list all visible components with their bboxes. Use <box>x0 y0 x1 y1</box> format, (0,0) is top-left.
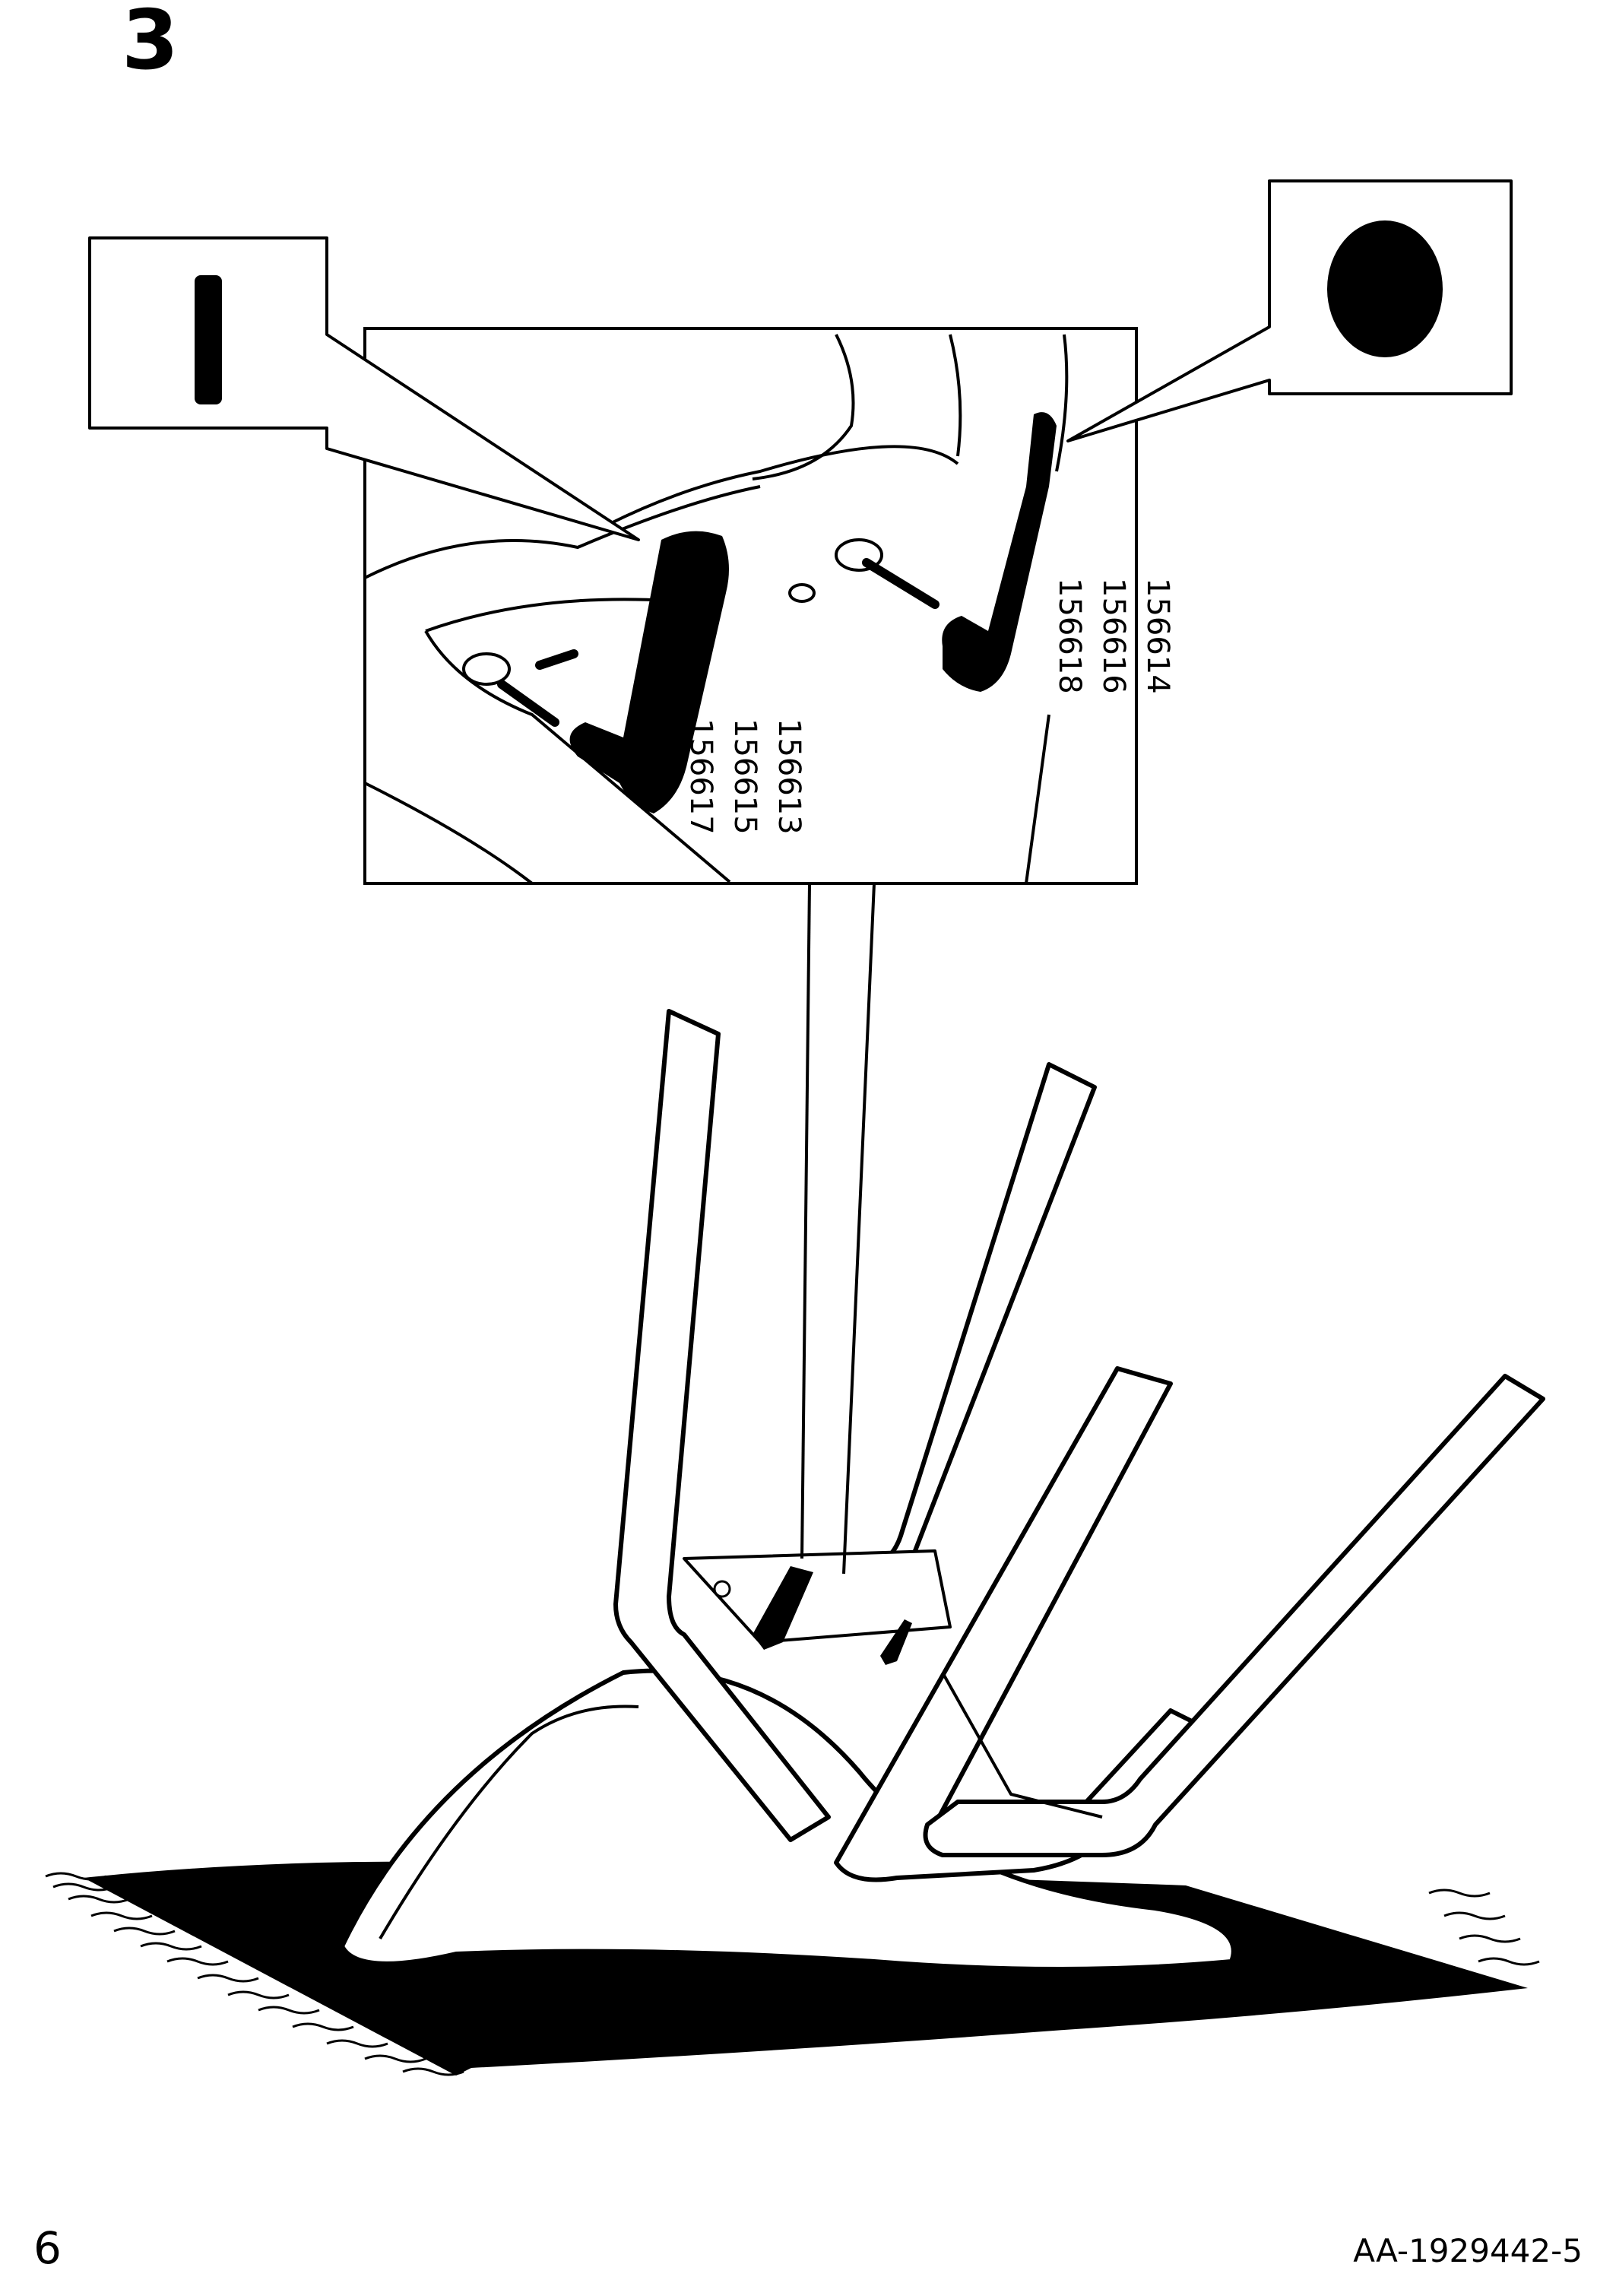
part-label: 156614 <box>1140 578 1175 694</box>
allen-key-right <box>942 412 1057 692</box>
callout-round-side <box>1066 179 1513 442</box>
step-number: 3 <box>122 0 179 88</box>
part-label: 156617 <box>683 718 718 835</box>
part-label: 156613 <box>772 718 806 835</box>
document-code: AA-1929442-5 <box>1353 2232 1583 2269</box>
part-label: 156618 <box>1052 578 1087 694</box>
allen-key-left <box>569 531 729 813</box>
allen-keys-small <box>713 1566 912 1665</box>
part-labels-left: 156613 156615 156617 <box>683 718 806 835</box>
callout-flat-side <box>88 236 640 541</box>
flat-side-icon <box>195 275 222 404</box>
round-side-icon <box>1327 220 1443 357</box>
part-label: 156616 <box>1096 578 1131 694</box>
part-label: 156615 <box>727 718 762 835</box>
detail-pointer <box>800 883 876 1575</box>
detail-box <box>363 327 1138 885</box>
page-number: 6 <box>33 2222 62 2274</box>
chair <box>340 1009 1545 1971</box>
part-labels-right: 156614 156616 156618 <box>1052 578 1175 694</box>
